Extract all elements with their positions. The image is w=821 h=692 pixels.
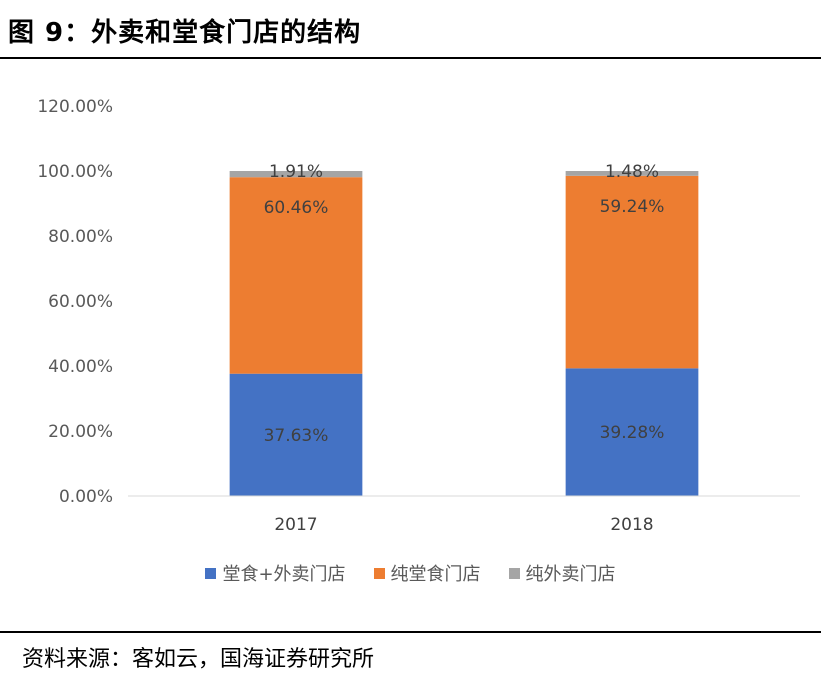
y-tick-label: 120.00% [37, 97, 113, 117]
legend-label: 堂食+外卖门店 [222, 564, 346, 585]
bar-segment [229, 177, 363, 374]
bars: 37.63% 60.46% 1.91% 39.28% 59.24% 1.48% [229, 162, 699, 496]
data-label: 60.46% [264, 198, 329, 218]
y-tick-label: 100.00% [37, 162, 113, 182]
bar-segment [565, 171, 699, 176]
figure-source: 资料来源：客如云，国海证券研究所 [22, 647, 375, 672]
x-axis-categories: 2017 2018 [274, 515, 653, 535]
bottom-rule [0, 631, 821, 633]
y-tick-label: 60.00% [48, 292, 113, 312]
y-axis-ticks: 0.00% 20.00% 40.00% 60.00% 80.00% 100.00% 120.… [37, 97, 113, 507]
bar-segment [229, 373, 363, 496]
legend-label: 纯堂食门店 [390, 564, 481, 585]
chart-legend: 堂食+外卖门店 纯堂食门店 纯外卖门店 [0, 560, 821, 586]
data-label: 1.48% [605, 162, 659, 182]
y-tick-label: 0.00% [59, 487, 113, 507]
data-label: 39.28% [600, 423, 665, 443]
y-tick-label: 40.00% [48, 357, 113, 377]
legend-swatch [205, 567, 217, 579]
stacked-bar-chart: 0.00% 20.00% 40.00% 60.00% 80.00% 100.00% 120.… [37, 97, 800, 535]
data-label: 37.63% [264, 426, 329, 446]
data-label: 1.91% [269, 162, 323, 182]
x-category-label: 2018 [610, 515, 653, 535]
legend-item: 堂食+外卖门店 [205, 560, 346, 586]
top-rule [0, 57, 821, 59]
x-category-label: 2017 [274, 515, 317, 535]
bar-segment [565, 175, 699, 369]
figure-title: 图 9：外卖和堂食门店的结构 [8, 18, 362, 48]
bar-segment [229, 171, 363, 178]
legend-item: 纯外卖门店 [508, 560, 616, 586]
legend-swatch [373, 567, 385, 579]
data-label: 59.24% [600, 197, 665, 217]
legend-label: 纯外卖门店 [525, 564, 616, 585]
y-tick-label: 80.00% [48, 227, 113, 247]
y-tick-label: 20.00% [48, 422, 113, 442]
legend-swatch [508, 567, 520, 579]
legend-item: 纯堂食门店 [373, 560, 481, 586]
bar-segment [565, 368, 699, 496]
